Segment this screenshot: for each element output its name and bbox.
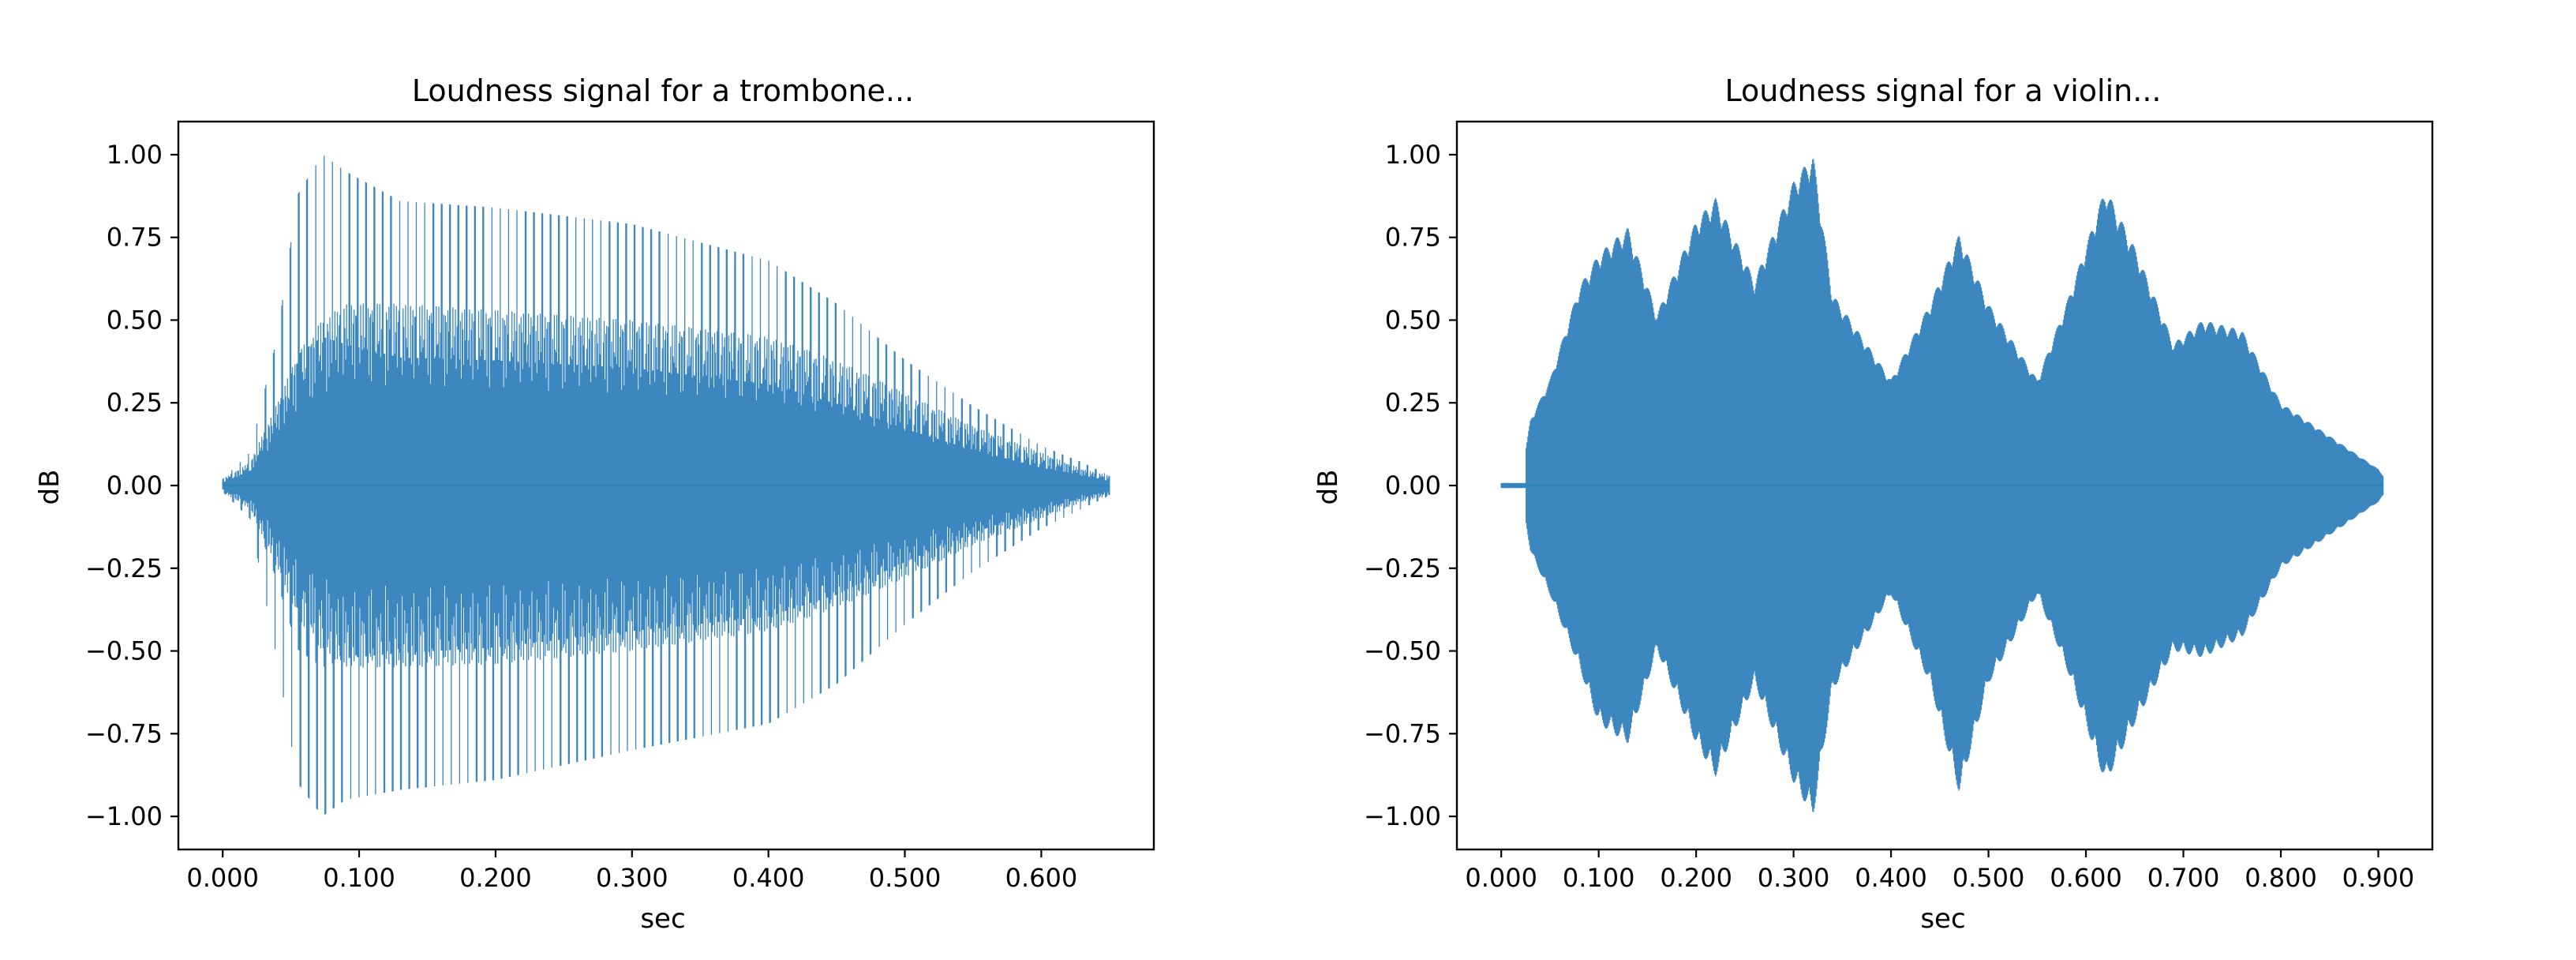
violin-xtick-label: 0.500 [1953,863,2025,893]
trombone-ytick-label: 1.00 [107,140,163,170]
trombone-xtick-label: 0.600 [1005,863,1078,893]
violin-plot: Loudness signal for a violin... dB sec 0… [1312,73,2434,935]
trombone-xtick-label: 0.300 [596,863,668,893]
trombone-ytick-label: −0.50 [85,636,163,666]
trombone-x-axis-label: sec [640,903,685,935]
trombone-y-axis-label: dB [34,470,66,505]
violin-ticks: 0.000 0.100 0.200 0.300 0.400 0.500 0.600 0.700… [1364,140,2414,893]
violin-ytick-label: 1.00 [1385,140,1441,170]
violin-xtick-label: 0.800 [2245,863,2317,893]
trombone-ytick-label: −0.75 [85,718,163,748]
violin-xtick-label: 0.200 [1660,863,1732,893]
violin-plot-title: Loudness signal for a violin... [1724,73,2161,108]
trombone-ytick-label: 0.00 [107,471,163,501]
violin-xtick-label: 0.700 [2147,863,2220,893]
trombone-axes-frame [177,120,1155,851]
violin-ytick-label: −0.25 [1364,553,1441,583]
violin-xtick-label: 0.600 [2050,863,2122,893]
trombone-ticks: 0.000 0.100 0.200 0.300 0.400 0.500 0.600 1.00 0… [85,140,1077,893]
trombone-ytick-label: 0.75 [107,223,163,253]
trombone-xtick-label: 0.500 [869,863,942,893]
trombone-ytick-label: 0.25 [107,388,163,418]
violin-ytick-label: 0.25 [1385,388,1441,418]
trombone-ytick-label: −1.00 [85,801,163,831]
violin-ytick-label: 0.00 [1385,471,1441,501]
violin-ytick-label: −0.75 [1364,718,1441,748]
trombone-ytick-label: −0.25 [85,553,163,583]
violin-ytick-label: 0.75 [1385,223,1441,253]
violin-y-axis-label: dB [1312,470,1344,505]
trombone-xtick-label: 0.100 [323,863,395,893]
violin-ytick-label: −0.50 [1364,636,1441,666]
trombone-plot-title: Loudness signal for a trombone... [412,73,914,108]
violin-ytick-label: 0.50 [1385,305,1441,335]
trombone-ytick-label: 0.50 [107,305,163,335]
violin-plot-area [1500,159,2384,812]
violin-ytick-label: −1.00 [1364,801,1441,831]
violin-xtick-label: 0.400 [1855,863,1927,893]
violin-axes-frame [1455,120,2434,851]
trombone-plot: Loudness signal for a trombone... dB sec… [34,73,1155,935]
violin-x-axis-label: sec [1920,903,1965,935]
violin-xtick-label: 0.900 [2342,863,2415,893]
violin-xtick-label: 0.000 [1465,863,1537,893]
trombone-plot-area [222,156,1110,815]
violin-xtick-label: 0.100 [1563,863,1635,893]
trombone-xtick-label: 0.400 [732,863,805,893]
trombone-xtick-label: 0.200 [459,863,532,893]
trombone-xtick-label: 0.000 [186,863,259,893]
violin-xtick-label: 0.300 [1758,863,1830,893]
